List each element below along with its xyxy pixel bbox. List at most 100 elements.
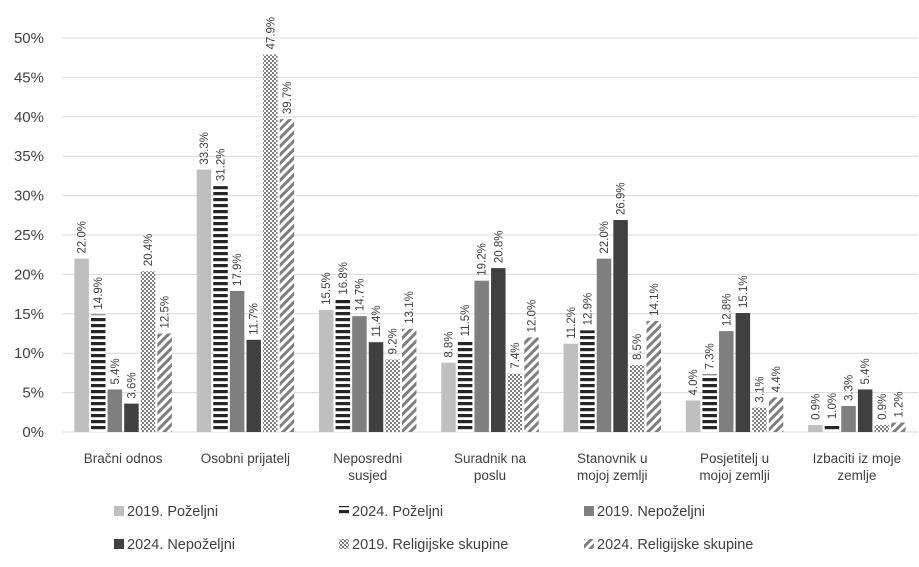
x-category-label: Izbaciti iz moje <box>813 451 902 466</box>
bar <box>768 397 784 432</box>
legend-swatch <box>584 506 594 516</box>
bar <box>646 320 662 432</box>
bar <box>824 424 840 432</box>
y-tick-label: 0% <box>22 424 44 441</box>
data-label: 5.4% <box>860 358 872 384</box>
data-label: 5.4% <box>110 358 122 384</box>
y-tick-label: 35% <box>14 148 44 165</box>
bar <box>457 341 473 432</box>
bar <box>702 374 717 432</box>
data-label: 20.8% <box>493 230 505 263</box>
data-label: 19.2% <box>477 243 489 276</box>
bar <box>335 299 351 432</box>
data-label: 14.1% <box>649 283 661 316</box>
bar <box>874 424 890 432</box>
x-category-label: Neposredni <box>333 451 402 466</box>
legend-label: 2024. Religijske skupine <box>597 537 753 553</box>
legend-swatch <box>584 539 594 549</box>
gridlines <box>62 37 918 433</box>
bar <box>524 337 539 432</box>
data-label: 1.0% <box>827 393 839 419</box>
data-label: 0.9% <box>877 394 889 420</box>
bar <box>279 119 295 432</box>
x-category-label: Bračni odnos <box>84 451 163 466</box>
bar <box>891 422 906 432</box>
bar <box>841 405 856 432</box>
bar <box>246 339 261 432</box>
bar <box>857 389 873 432</box>
data-label: 8.8% <box>444 331 456 357</box>
bar <box>491 268 506 432</box>
data-label: 3.6% <box>126 372 138 398</box>
bar <box>735 313 751 432</box>
legend-label: 2024. Nepoželjni <box>127 537 235 553</box>
bar <box>74 258 89 432</box>
y-tick-label: 40% <box>14 109 44 126</box>
legend-swatch <box>339 539 349 549</box>
data-label: 11.5% <box>460 305 472 337</box>
x-category-label: Posjetitelj u <box>700 451 769 466</box>
data-label: 12.9% <box>582 293 594 326</box>
data-label: 3.1% <box>754 376 766 402</box>
bar <box>580 330 595 432</box>
bar <box>719 331 734 432</box>
x-category-label: Osobni prijatelj <box>201 451 290 466</box>
data-label: 14.7% <box>354 279 366 312</box>
data-label: 39.7% <box>282 82 294 115</box>
bar <box>263 54 278 432</box>
bar <box>124 403 139 432</box>
bar <box>213 186 228 432</box>
bars <box>74 54 906 432</box>
data-label: 12.8% <box>721 294 733 327</box>
bar <box>507 373 523 432</box>
bar <box>352 316 367 432</box>
legend-swatch <box>114 506 124 516</box>
data-label: 15.1% <box>738 275 750 308</box>
x-category-label: mojoj zemlji <box>577 468 648 483</box>
data-label: 8.5% <box>632 334 644 360</box>
y-tick-label: 20% <box>14 266 44 283</box>
data-label: 3.3% <box>844 375 856 401</box>
data-label: 14.9% <box>93 277 105 310</box>
bar <box>563 343 579 432</box>
legend-label: 2024. Poželjni <box>352 504 443 520</box>
data-label: 11.4% <box>371 305 383 337</box>
data-label: 9.2% <box>388 328 400 354</box>
data-label: 12.0% <box>527 300 539 333</box>
data-label: 4.4% <box>771 366 783 392</box>
legend-swatch <box>114 539 124 549</box>
bar <box>140 271 156 432</box>
bar <box>368 342 384 432</box>
legend-label: 2019. Religijske skupine <box>352 537 508 553</box>
data-label: 13.1% <box>404 291 416 324</box>
bar <box>157 333 172 432</box>
data-label: 12.5% <box>160 296 172 329</box>
x-category-label: Stanovnik u <box>577 451 648 466</box>
data-label: 20.4% <box>143 234 155 267</box>
data-labels: 22.0% 14.9% 5.4% 3.6% 20.4% 12.5% 33.3% 31.2% 17… <box>77 17 906 420</box>
x-category-label: poslu <box>474 468 506 483</box>
x-category-label: Suradnik na <box>454 451 527 466</box>
y-tick-label: 15% <box>14 306 44 323</box>
y-axis-ticks: 0% 5% 10% 15% 20% 25% 30% 35% 40% 45% 50% <box>14 30 44 441</box>
data-label: 0.9% <box>810 394 822 420</box>
y-tick-label: 25% <box>14 227 44 244</box>
bar <box>474 280 489 432</box>
data-label: 26.9% <box>616 182 628 215</box>
y-tick-label: 30% <box>14 188 44 205</box>
data-label: 22.0% <box>77 221 89 254</box>
bar <box>685 400 701 432</box>
x-category-label: susjed <box>348 468 387 483</box>
bar <box>752 407 767 432</box>
x-category-label: zemlje <box>837 468 876 483</box>
x-category-label: mojoj zemlji <box>699 468 770 483</box>
y-tick-label: 50% <box>14 30 44 47</box>
bar <box>629 365 645 432</box>
data-label: 11.7% <box>249 303 261 335</box>
legend-swatch <box>339 506 349 516</box>
y-tick-label: 10% <box>14 345 44 362</box>
data-label: 17.9% <box>232 253 244 286</box>
bar <box>441 362 456 432</box>
